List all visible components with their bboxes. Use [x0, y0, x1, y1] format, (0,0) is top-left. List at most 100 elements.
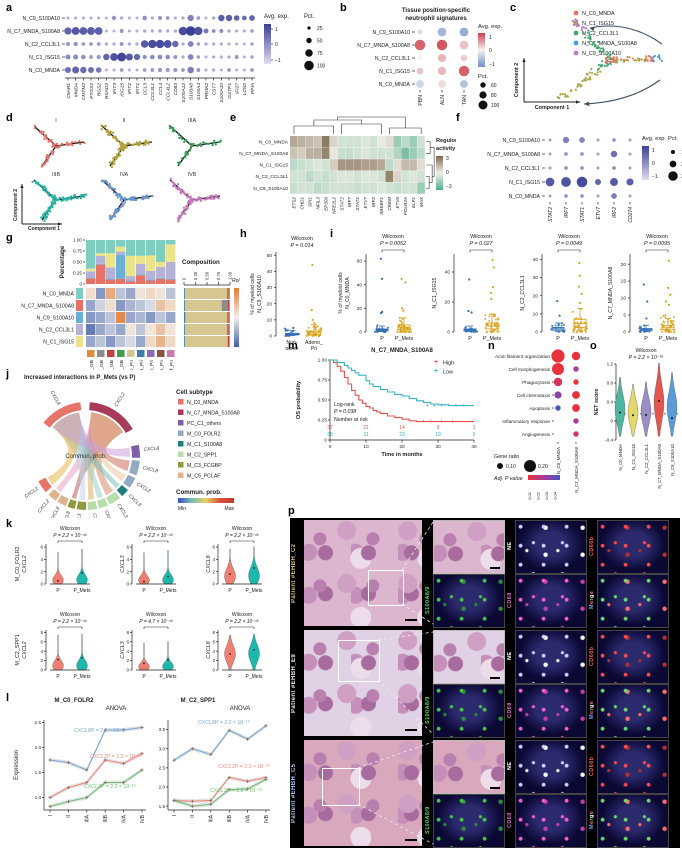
svg-text:Regulon: Regulon	[436, 138, 456, 144]
trajectory-label: IIIB	[52, 172, 60, 178]
col-label: ALN	[440, 95, 446, 105]
svg-text:% of myeloid cells: % of myeloid cells	[250, 273, 256, 315]
svg-text:Low: Low	[443, 370, 453, 376]
svg-text:Log-rank: Log-rank	[334, 402, 355, 408]
svg-text:4: 4	[212, 557, 215, 562]
svg-text:20: 20	[357, 306, 363, 312]
row-label: N_C7_MNDA_S100A8	[7, 29, 60, 35]
row-label: N_C1_ISG15	[509, 180, 540, 186]
svg-text:10: 10	[363, 444, 369, 450]
svg-text:N_C2_CCL3L1: N_C2_CCL3L1	[520, 275, 526, 310]
patient-label: Patient #EHBH_C5	[291, 763, 297, 823]
legend-item: M_C1_S100A8	[187, 442, 222, 448]
regulon-label: ETV7	[363, 197, 368, 209]
if-image-s100	[433, 794, 505, 848]
svg-text:Time in months: Time in months	[381, 452, 422, 458]
gene-label: STAT2	[548, 207, 554, 222]
svg-text:6: 6	[126, 639, 129, 644]
if-image-merge	[597, 684, 669, 738]
svg-text:CXCL3: CXCL3	[120, 555, 126, 572]
svg-text:tumor: tumor	[285, 346, 299, 352]
col-label: TAN	[462, 95, 468, 105]
svg-text:0: 0	[182, 277, 187, 280]
regulon-label: IRF2	[371, 197, 376, 207]
chord-label: CXCL8	[142, 465, 159, 474]
legend-item: M_C5_PCLAF	[187, 474, 220, 480]
svg-text:Gene ratio: Gene ratio	[494, 454, 519, 460]
svg-text:IIIA: IIIA	[209, 814, 215, 822]
svg-text:1: 1	[489, 35, 492, 41]
svg-text:31: 31	[363, 432, 369, 438]
svg-text:8: 8	[126, 630, 129, 635]
gene-label: C5AR1	[66, 83, 72, 99]
svg-text:CXCL8: CXCL8	[206, 555, 212, 572]
chord-label: CXCL2	[113, 391, 126, 408]
svg-text:0.75: 0.75	[73, 249, 82, 254]
panel-n-chart: Actin filament organization Cell morphoge…	[493, 349, 581, 500]
svg-text:40: 40	[357, 282, 363, 288]
regulon-label: IRF7	[347, 197, 352, 207]
gene-label: PROK2	[204, 83, 210, 100]
svg-text:+: +	[434, 368, 438, 375]
svg-text:0: 0	[489, 48, 492, 54]
svg-text:1: 1	[652, 148, 655, 154]
svg-text:8: 8	[40, 630, 43, 635]
he-inset-image	[433, 630, 505, 684]
svg-text:2: 2	[40, 569, 43, 574]
panel-letter-i: i	[330, 228, 334, 240]
panel-f-chart: N_C9_S100A10 N_C7_MNDA_S100A8 N_C2_CCL3L1 N…	[487, 136, 682, 223]
panel-m-chart: N_C7_MNDA_S100A8 1.00 0.75 0.50 0.25 0 OS prob…	[296, 348, 477, 458]
chord-label: CXCL3	[127, 493, 143, 508]
gene-label: S100A8	[188, 83, 194, 100]
svg-text:60: 60	[491, 83, 497, 89]
svg-text:1.00: 1.00	[228, 271, 233, 280]
svg-text:IVB: IVB	[264, 814, 270, 823]
cat-label: N_C0_MNDA	[618, 444, 623, 471]
svg-text:75: 75	[317, 51, 323, 57]
svg-text:5: 5	[623, 313, 626, 319]
svg-text:P = 0.038: P = 0.038	[334, 409, 356, 415]
row-label: N_C1_ISG15	[379, 69, 410, 75]
svg-text:0.50: 0.50	[73, 260, 82, 265]
gene-label: CD83	[173, 83, 179, 96]
svg-text:P_Mets: P_Mets	[160, 674, 177, 680]
regulon-label: ETV6	[395, 197, 400, 209]
svg-text:Commun. prob.: Commun. prob.	[176, 489, 222, 496]
svg-text:P = 0.027: P = 0.027	[469, 241, 493, 247]
inset-box	[368, 570, 404, 606]
svg-text:+: +	[422, 419, 425, 425]
stain-label-ne: NE	[507, 541, 513, 551]
cat-label: N_C7_MNDA_S100A8	[657, 443, 662, 488]
panel-b-chart: Tissue position-specific neutrophil signa…	[357, 8, 502, 110]
svg-text:0: 0	[359, 330, 362, 336]
svg-text:CXCL2: CXCL2	[90, 754, 107, 760]
col-label: PBN	[418, 95, 424, 106]
svg-text:IVA: IVA	[245, 814, 251, 822]
svg-text:+: +	[440, 419, 443, 425]
gene-label: IRF2	[612, 207, 618, 218]
svg-text:IVA: IVA	[121, 814, 127, 822]
svg-text:CXCL3: CXCL3	[210, 788, 227, 794]
svg-text:23: 23	[399, 432, 405, 438]
svg-text:P = 0.0095: P = 0.0095	[644, 241, 671, 247]
gene-label: GSTP1	[227, 83, 233, 99]
legend-item: N_C0_MNDA	[187, 400, 219, 406]
svg-text:P = 0.014: P = 0.014	[290, 243, 313, 249]
panel-m: m N_C7_MNDA_S100A8 1.00 0.75 0.50 0.25 0 OS pr…	[288, 340, 488, 508]
svg-text:19: 19	[435, 432, 441, 438]
svg-text:100: 100	[491, 103, 500, 109]
row-label: N_C2_CCL3L1	[255, 174, 288, 180]
panel-c-chart: N_C0_MNDA N_C1_ISG15 N_C2_CCL3L1 N_C7_MNDA_…	[514, 10, 663, 111]
svg-text:0.75: 0.75	[318, 378, 328, 384]
gene-label: IFIT1	[135, 83, 141, 95]
svg-text:% of myeloid cells: % of myeloid cells	[338, 272, 344, 314]
go-term: Phagocytosis	[522, 380, 551, 385]
svg-text:P_Mets: P_Mets	[395, 336, 414, 342]
stain-label-merge: Merge	[589, 590, 595, 610]
he-image	[304, 520, 422, 626]
svg-text:P = 2.2 × 10⁻¹⁶: P = 2.2 × 10⁻¹⁶	[227, 788, 262, 794]
gene-label: ISG15	[119, 83, 125, 97]
patient-label: Patient #EHBH_E9	[291, 653, 297, 713]
svg-text:N_C9_S100A10: N_C9_S100A10	[257, 275, 263, 313]
stain-label-ne: NE	[507, 651, 513, 661]
